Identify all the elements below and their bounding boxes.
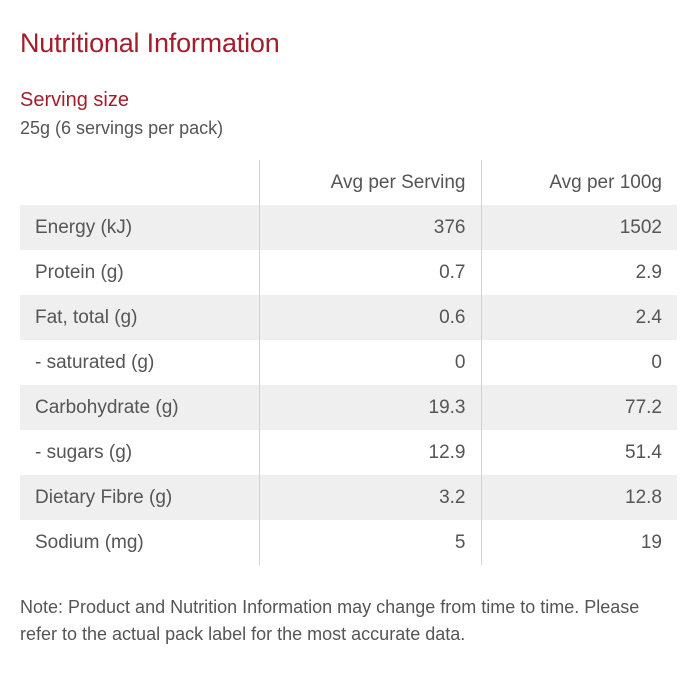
table-header: Avg per Serving Avg per 100g bbox=[20, 160, 677, 205]
table-row: Protein (g) 0.7 2.9 bbox=[20, 250, 677, 295]
per-serving-value: 0.7 bbox=[258, 250, 481, 295]
per-serving-value: 12.9 bbox=[258, 430, 481, 475]
nutrient-label: Carbohydrate (g) bbox=[20, 385, 259, 430]
per-100g-value: 2.4 bbox=[480, 295, 677, 340]
per-100g-value: 1502 bbox=[480, 205, 677, 250]
nutrient-label: Protein (g) bbox=[20, 250, 259, 295]
nutrient-label: Sodium (mg) bbox=[20, 520, 259, 565]
table-row: Energy (kJ) 376 1502 bbox=[20, 205, 677, 250]
table-row: Sodium (mg) 5 19 bbox=[20, 520, 677, 565]
serving-size-heading: Serving size bbox=[20, 89, 129, 111]
nutrient-label: Fat, total (g) bbox=[20, 295, 259, 340]
table-row: - saturated (g) 0 0 bbox=[20, 340, 677, 385]
nutrient-label: - saturated (g) bbox=[20, 340, 259, 385]
nutrition-table: Avg per Serving Avg per 100g Energy (kJ)… bbox=[20, 160, 677, 565]
per-serving-value: 0.6 bbox=[258, 295, 481, 340]
table-row: Carbohydrate (g) 19.3 77.2 bbox=[20, 385, 677, 430]
table-row: Fat, total (g) 0.6 2.4 bbox=[20, 295, 677, 340]
nutrient-label: - sugars (g) bbox=[20, 430, 259, 475]
header-nutrient bbox=[20, 160, 259, 205]
per-100g-value: 12.8 bbox=[480, 475, 677, 520]
serving-size-value: 25g (6 servings per pack) bbox=[20, 118, 224, 138]
table-row: - sugars (g) 12.9 51.4 bbox=[20, 430, 677, 475]
per-serving-value: 3.2 bbox=[258, 475, 481, 520]
per-100g-value: 19 bbox=[480, 520, 677, 565]
header-avg-per-100g: Avg per 100g bbox=[480, 160, 677, 205]
per-100g-value: 2.9 bbox=[480, 250, 677, 295]
header-avg-per-serving: Avg per Serving bbox=[258, 160, 481, 205]
per-serving-value: 5 bbox=[258, 520, 481, 565]
page-title: Nutritional Information bbox=[20, 28, 280, 58]
per-serving-value: 376 bbox=[258, 205, 481, 250]
per-100g-value: 77.2 bbox=[480, 385, 677, 430]
nutrient-label: Energy (kJ) bbox=[20, 205, 259, 250]
per-serving-value: 0 bbox=[258, 340, 481, 385]
table-body: Energy (kJ) 376 1502 Protein (g) 0.7 2.9… bbox=[20, 205, 677, 565]
table-header-row: Avg per Serving Avg per 100g bbox=[20, 160, 677, 205]
per-serving-value: 19.3 bbox=[258, 385, 481, 430]
per-100g-value: 51.4 bbox=[480, 430, 677, 475]
disclaimer-note: Note: Product and Nutrition Information … bbox=[20, 597, 640, 644]
per-100g-value: 0 bbox=[480, 340, 677, 385]
nutrient-label: Dietary Fibre (g) bbox=[20, 475, 259, 520]
table-row: Dietary Fibre (g) 3.2 12.8 bbox=[20, 475, 677, 520]
